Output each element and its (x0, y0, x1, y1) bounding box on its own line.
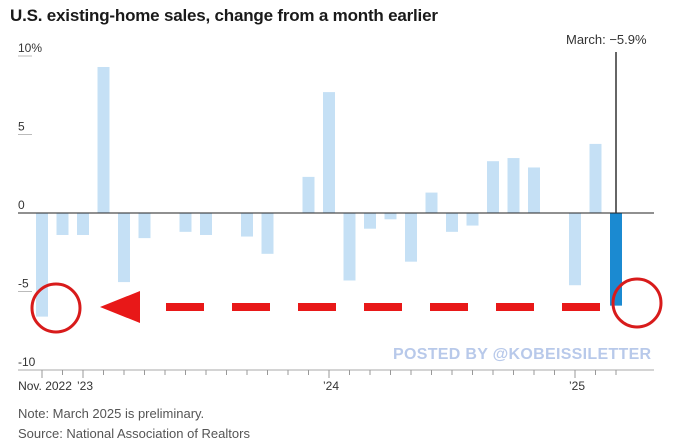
chart-title: U.S. existing-home sales, change from a … (10, 6, 438, 25)
y-tick-label: 0 (18, 198, 25, 212)
x-tick-label: ’25 (569, 379, 585, 393)
bar (528, 167, 540, 213)
bar (343, 213, 356, 281)
y-tick-label: 5 (18, 120, 25, 134)
bar (77, 213, 89, 235)
dash-segment (430, 303, 468, 311)
dash-segment (232, 303, 270, 311)
bar (302, 176, 315, 213)
bar (487, 161, 499, 213)
first-bar-circle (30, 282, 82, 334)
x-tick-label: ’23 (77, 379, 93, 393)
arrow-head (100, 291, 140, 323)
bar (569, 213, 581, 286)
bar (200, 213, 212, 235)
annotation-group (30, 277, 663, 334)
bar (56, 213, 69, 235)
bar (241, 213, 253, 237)
x-tick-label: ’24 (323, 379, 339, 393)
note-text: Note: March 2025 is preliminary. (18, 406, 205, 421)
bar (323, 92, 335, 213)
bar (364, 213, 376, 229)
dash-segment (496, 303, 534, 311)
bar (507, 158, 520, 213)
bar (425, 192, 438, 213)
y-tick-label: -10 (18, 355, 36, 369)
bar (118, 213, 130, 283)
y-tick-label: 10% (18, 41, 42, 55)
dash-segment (166, 303, 204, 311)
dash-segment (298, 303, 336, 311)
bar (179, 213, 192, 232)
source-text: Source: National Association of Realtors (18, 426, 250, 441)
y-tick-label: -5 (18, 277, 29, 291)
x-tick-label: Nov. 2022 (18, 379, 72, 393)
bar (97, 66, 110, 214)
last-bar-circle (611, 277, 663, 329)
bar (405, 213, 417, 262)
bar (138, 213, 151, 239)
bar (610, 213, 622, 306)
bar (261, 213, 274, 254)
bar (36, 213, 48, 317)
bar (466, 213, 479, 226)
bar (384, 213, 397, 220)
watermark: POSTED BY @KOBEISSILETTER (393, 346, 652, 363)
dash-segment (364, 303, 402, 311)
bars-group (36, 66, 622, 317)
dash-segment (562, 303, 600, 311)
march-callout: March: −5.9% (566, 32, 647, 47)
bar (589, 143, 602, 213)
bar (446, 213, 458, 232)
axes-group: 10% 5 0 -5 -10 Nov. 2022 ’23 ’24 ’25 (18, 41, 654, 393)
